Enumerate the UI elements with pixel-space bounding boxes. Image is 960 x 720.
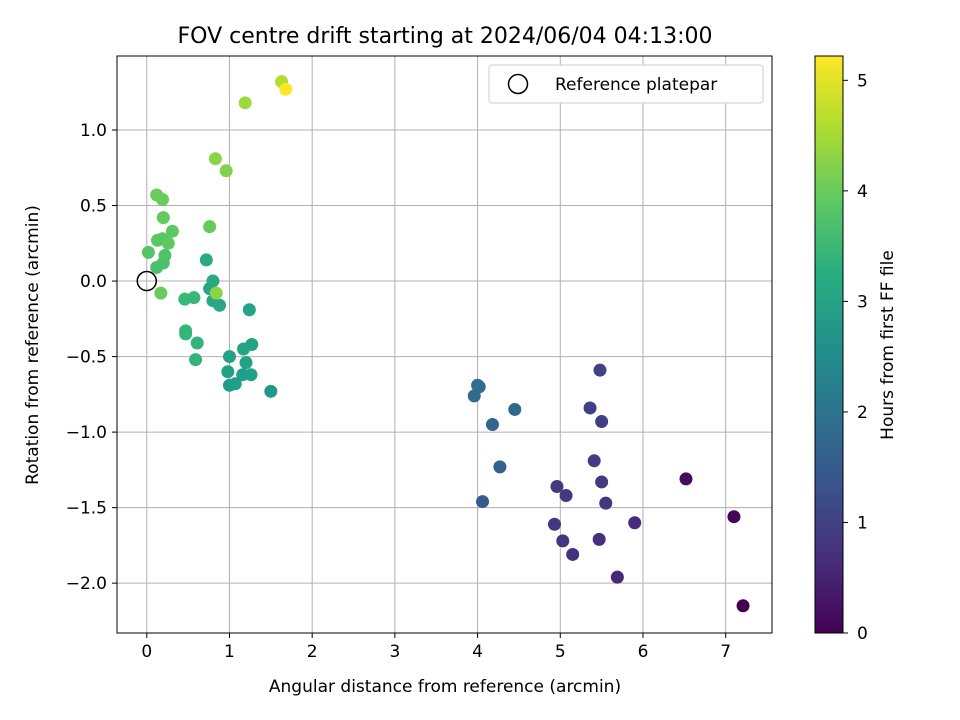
scatter-point xyxy=(154,286,168,300)
scatter-point xyxy=(599,496,613,510)
scatter-point xyxy=(228,377,242,391)
scatter-point xyxy=(190,336,204,350)
scatter-point xyxy=(472,380,486,394)
y-axis-ticks: −2.0 −1.5 −1.0 −0.5 0.0 0.5 1.0 xyxy=(66,121,117,594)
scatter-point xyxy=(161,236,175,250)
x-tick-label: 7 xyxy=(720,642,731,662)
reference-point-marker xyxy=(136,270,158,292)
scatter-point xyxy=(219,164,233,178)
scatter-point xyxy=(199,253,213,267)
scatter-point xyxy=(493,460,507,474)
scatter-point xyxy=(566,547,580,561)
colorbar-gradient xyxy=(814,55,844,634)
scatter-point xyxy=(559,489,573,503)
y-tick-label: −1.5 xyxy=(66,499,107,519)
colorbar-tick-label: 4 xyxy=(857,182,868,202)
scatter-point xyxy=(550,479,564,493)
scatter-point xyxy=(264,384,278,398)
legend-label: Reference platepar xyxy=(555,75,717,95)
x-axis-ticks: 0 1 2 3 4 5 6 7 xyxy=(141,633,731,662)
x-axis-label: Angular distance from reference (arcmin) xyxy=(269,677,621,697)
scatter-point xyxy=(736,599,750,613)
scatter-point xyxy=(628,516,642,530)
scatter-point xyxy=(593,363,607,377)
x-tick-label: 6 xyxy=(638,642,649,662)
colorbar-tick-label: 3 xyxy=(857,292,868,312)
x-tick-label: 5 xyxy=(555,642,566,662)
x-tick-label: 2 xyxy=(307,642,318,662)
x-tick-label: 4 xyxy=(472,642,483,662)
y-tick-label: 1.0 xyxy=(80,121,107,141)
scatter-points xyxy=(141,75,750,613)
axes-frame xyxy=(116,55,773,634)
scatter-point xyxy=(679,472,693,486)
scatter-point xyxy=(279,82,293,96)
scatter-point xyxy=(150,260,164,274)
scatter-point xyxy=(179,324,193,338)
scatter-point xyxy=(141,245,155,259)
colorbar-label: Hours from first FF file xyxy=(878,250,898,440)
scatter-point xyxy=(237,342,251,356)
scatter-point xyxy=(187,291,201,305)
x-tick-label: 1 xyxy=(224,642,235,662)
scatter-point xyxy=(476,495,490,509)
scatter-point xyxy=(556,534,570,548)
y-tick-label: −2.0 xyxy=(66,574,107,594)
colorbar-tick-label: 0 xyxy=(857,624,868,644)
scatter-point xyxy=(221,365,235,379)
colorbar-tick-label: 5 xyxy=(857,71,868,91)
scatter-point xyxy=(547,517,561,531)
y-tick-label: 0.5 xyxy=(80,197,107,217)
scatter-point xyxy=(244,368,258,382)
scatter-point xyxy=(727,510,741,524)
scatter-point xyxy=(587,454,601,468)
scatter-point xyxy=(158,248,172,262)
scatter-point xyxy=(238,96,252,110)
scatter-point xyxy=(155,192,169,206)
scatter-point xyxy=(595,415,609,429)
axes-background xyxy=(117,56,772,633)
y-tick-label: −1.0 xyxy=(66,423,107,443)
scatter-point xyxy=(165,224,179,238)
legend-box xyxy=(488,64,764,104)
scatter-point xyxy=(583,401,597,415)
plot-area: 0 1 2 3 4 5 6 7 −2.0 −1.5 −1.0 −0.5 0.0 0.5 1.0 xyxy=(66,55,773,662)
scatter-point xyxy=(206,274,220,288)
scatter-point xyxy=(222,350,236,364)
x-tick-label: 3 xyxy=(389,642,400,662)
scatter-point xyxy=(203,220,217,234)
y-tick-label: −0.5 xyxy=(66,348,107,368)
colorbar-ticks: 0 1 2 3 4 5 xyxy=(843,71,868,644)
scatter-point xyxy=(508,402,522,416)
scatter-point xyxy=(156,211,170,225)
scatter-point xyxy=(209,286,223,300)
scatter-point xyxy=(242,303,256,317)
colorbar: 0 1 2 3 4 5 Hours from first FF file xyxy=(814,55,898,644)
y-tick-label: 0.0 xyxy=(80,272,107,292)
x-tick-label: 0 xyxy=(141,642,152,662)
scatter-point xyxy=(189,353,203,367)
scatter-point xyxy=(208,152,222,166)
scatter-point xyxy=(485,418,499,432)
colorbar-tick-label: 2 xyxy=(857,403,868,423)
legend: Reference platepar xyxy=(488,64,764,104)
legend-marker xyxy=(507,73,529,95)
y-axis-label: Rotation from reference (arcmin) xyxy=(23,205,43,485)
colorbar-tick-label: 1 xyxy=(857,513,868,533)
chart-title: FOV centre drift starting at 2024/06/04 … xyxy=(178,24,713,49)
scatter-point xyxy=(595,475,609,489)
scatter-point xyxy=(610,570,624,584)
scatter-point xyxy=(592,532,606,546)
scatter-point xyxy=(239,356,253,370)
